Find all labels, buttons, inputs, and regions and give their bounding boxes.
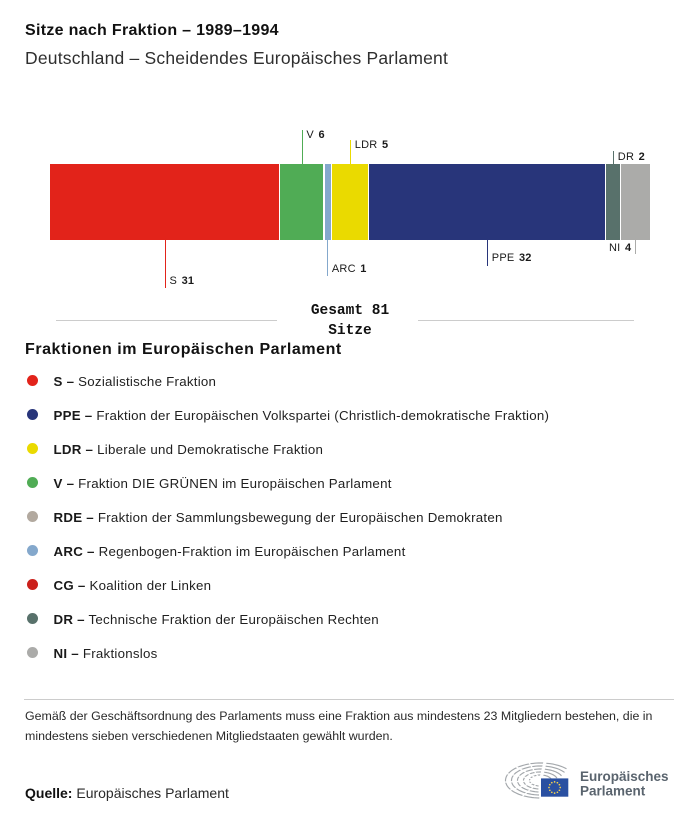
svg-text:Parlament: Parlament <box>580 784 646 799</box>
svg-text:Europäisches: Europäisches <box>580 769 669 784</box>
